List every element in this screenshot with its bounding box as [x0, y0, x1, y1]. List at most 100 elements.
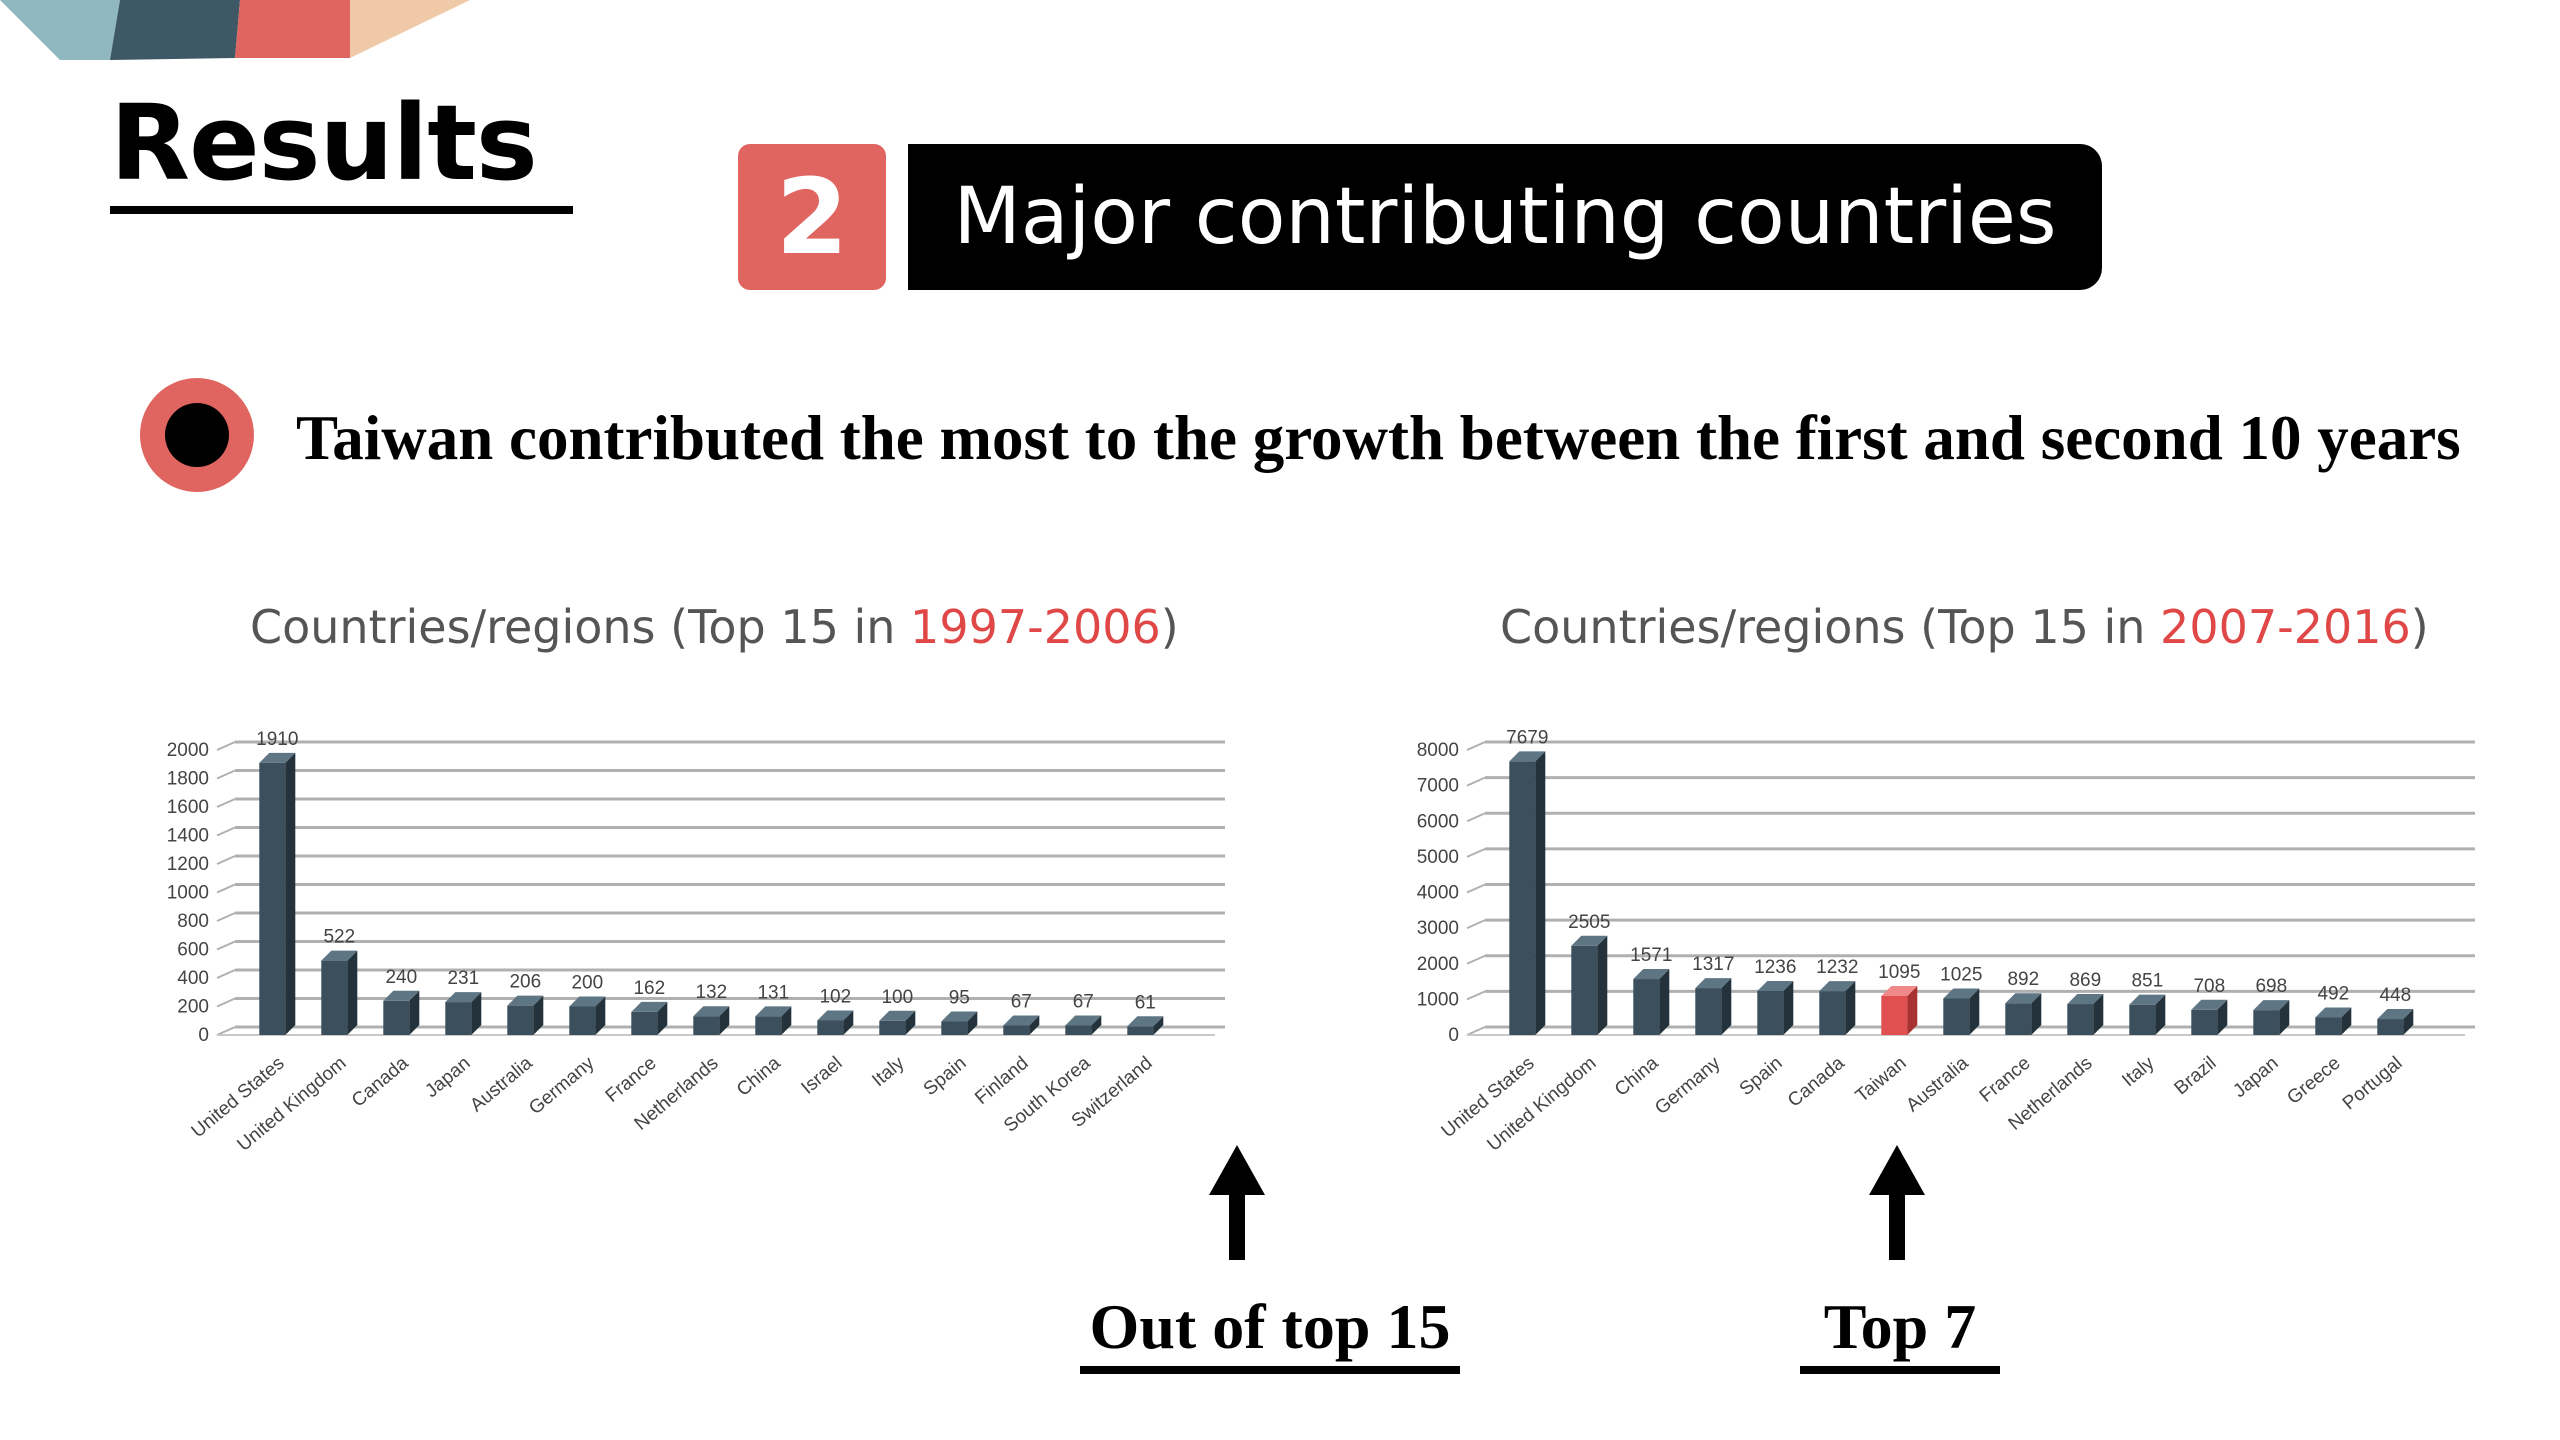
arrow-up-icon — [1209, 1145, 1265, 1260]
chart-title-suffix: ) — [2410, 600, 2429, 654]
y-tick-label: 7000 — [1417, 776, 1459, 797]
gridline-diag — [1466, 919, 1486, 930]
callout-right-text: Top 7 — [1823, 1291, 1977, 1362]
chart-title-prefix: Countries/regions (Top 15 in — [250, 600, 911, 654]
callout-left-text: Out of top 15 — [1089, 1291, 1451, 1362]
bar-japan — [2253, 1000, 2290, 1035]
gridline-diag — [1466, 812, 1486, 823]
y-tick-label: 5000 — [1417, 847, 1459, 868]
bar-united-states — [259, 752, 296, 1035]
data-label: 2505 — [1568, 912, 1610, 933]
y-tick-label: 0 — [198, 1025, 209, 1046]
gridline-diag — [216, 855, 236, 865]
data-label: 698 — [2255, 976, 2287, 997]
arrow-up-icon — [1869, 1145, 1925, 1260]
data-label: 162 — [633, 978, 665, 999]
bar-france — [2005, 993, 2042, 1035]
bar-israel — [817, 1010, 854, 1035]
data-label: 67 — [1011, 991, 1032, 1012]
data-label: 61 — [1135, 992, 1156, 1013]
bar-taiwan — [1881, 985, 1918, 1035]
y-tick-label: 3000 — [1417, 918, 1459, 939]
data-label: 67 — [1073, 991, 1094, 1012]
callout-right-underline — [1800, 1366, 2000, 1374]
category-label: Italy — [2118, 1052, 2159, 1091]
data-label: 522 — [323, 927, 355, 948]
bar-germany — [569, 996, 606, 1035]
bar-netherlands — [2067, 994, 2104, 1035]
data-label: 95 — [949, 987, 970, 1008]
key-statement: Taiwan contributed the most to the growt… — [296, 403, 2461, 473]
y-tick-label: 1600 — [167, 797, 209, 818]
data-label: 231 — [447, 968, 479, 989]
category-label: Portugal — [2339, 1053, 2407, 1115]
data-label: 708 — [2193, 976, 2225, 997]
corner-decoration — [0, 0, 470, 60]
category-label: Germany — [1651, 1052, 1725, 1119]
data-label: 448 — [2379, 985, 2411, 1006]
gridline-diag — [1466, 883, 1486, 894]
y-tick-label: 800 — [177, 911, 209, 932]
bar-portugal — [2377, 1009, 2414, 1035]
category-label: Taiwan — [1852, 1053, 1911, 1107]
y-tick-label: 1200 — [167, 854, 209, 875]
bar-australia — [1943, 988, 1980, 1035]
chart-title-left: Countries/regions (Top 15 in 1997-2006) — [250, 600, 1179, 654]
y-tick-label: 2000 — [1417, 954, 1459, 975]
category-label: Australia — [466, 1052, 536, 1116]
category-label: Greece — [2283, 1053, 2344, 1109]
bar-united-states — [1509, 751, 1546, 1035]
data-label: 132 — [695, 982, 727, 1003]
data-label: 131 — [757, 982, 789, 1003]
y-tick-label: 1800 — [167, 769, 209, 790]
data-label: 851 — [2131, 971, 2163, 992]
bar-china — [755, 1006, 792, 1035]
gridline-diag — [216, 769, 236, 780]
y-tick-label: 1000 — [1417, 989, 1459, 1010]
title-underline — [110, 206, 573, 214]
data-label: 1317 — [1692, 954, 1734, 975]
y-tick-label: 8000 — [1417, 740, 1459, 761]
bar-switzerland — [1127, 1016, 1164, 1035]
chart-title-right: Countries/regions (Top 15 in 2007-2016) — [1500, 600, 2429, 654]
y-tick-label: 0 — [1448, 1025, 1459, 1046]
category-label: Japan — [2229, 1053, 2282, 1102]
gridline-diag — [216, 997, 236, 1008]
category-label: France — [602, 1053, 661, 1107]
data-label: 1025 — [1940, 964, 1982, 985]
y-tick-label: 1400 — [167, 826, 209, 847]
category-label: France — [1976, 1053, 2035, 1107]
gridline-diag — [216, 1026, 236, 1036]
data-label: 869 — [2069, 970, 2101, 991]
bar-japan — [445, 992, 482, 1035]
y-tick-label: 6000 — [1417, 811, 1459, 832]
data-label: 1232 — [1816, 957, 1858, 978]
data-label: 7679 — [1506, 727, 1548, 748]
category-label: Italy — [868, 1052, 909, 1091]
y-tick-label: 200 — [177, 997, 209, 1018]
bar-australia — [507, 995, 544, 1035]
data-label: 1236 — [1754, 957, 1796, 978]
category-label: Japan — [421, 1053, 474, 1102]
callout-left-underline — [1080, 1366, 1460, 1374]
callout-left: Out of top 15 — [1080, 1290, 1460, 1374]
bar-netherlands — [693, 1006, 730, 1035]
category-label: Germany — [525, 1052, 599, 1119]
gridline-diag — [216, 826, 236, 837]
category-label: Brazil — [2171, 1053, 2221, 1100]
section-number-badge: 2 — [738, 144, 886, 290]
category-label: Israel — [797, 1053, 846, 1099]
data-label: 200 — [571, 973, 603, 994]
y-tick-label: 400 — [177, 968, 209, 989]
data-label: 1095 — [1878, 962, 1920, 983]
category-label: Australia — [1902, 1052, 1972, 1116]
data-label: 206 — [509, 972, 541, 993]
data-label: 100 — [881, 987, 913, 1008]
bar-united-kingdom — [1571, 935, 1608, 1035]
data-label: 1910 — [256, 729, 298, 750]
bar-finland — [1003, 1015, 1040, 1035]
page-title: Results — [110, 82, 538, 204]
data-label: 892 — [2007, 969, 2039, 990]
gridline-diag — [1466, 847, 1486, 858]
bar-brazil — [2191, 999, 2228, 1035]
